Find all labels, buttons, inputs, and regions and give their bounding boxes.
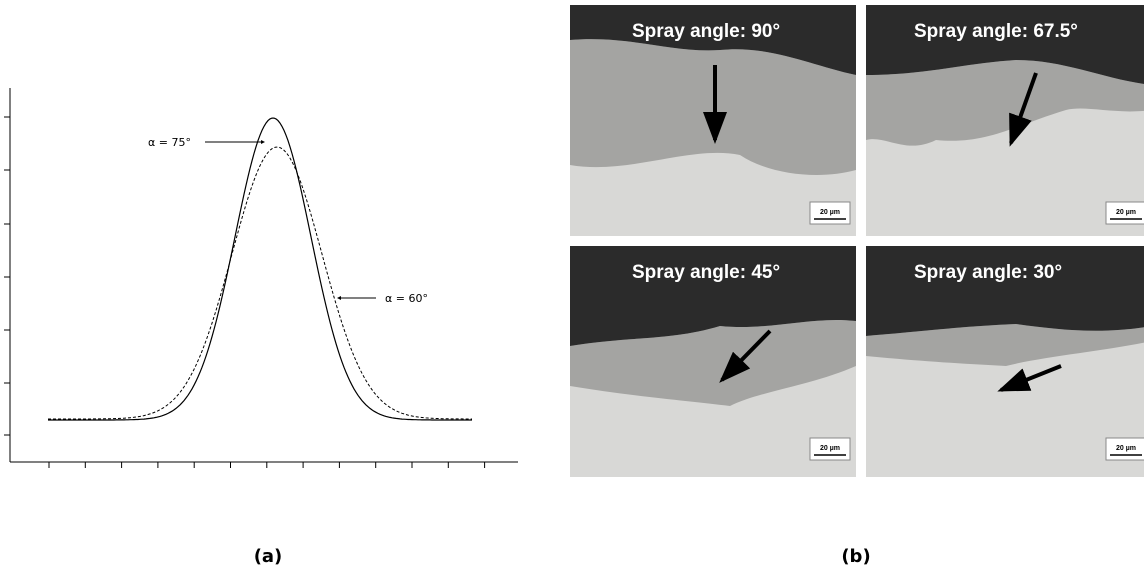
coating xyxy=(866,60,1144,146)
tile-title: Spray angle: 45° xyxy=(632,262,780,283)
background xyxy=(866,5,1144,84)
background xyxy=(570,5,856,75)
arrow xyxy=(997,364,1062,392)
micrograph: Spray angle: 90° 20 µm xyxy=(570,5,856,236)
scale-label: 20 µm xyxy=(1116,445,1136,452)
panel-label: (b) xyxy=(841,546,870,567)
scale-label: 20 µm xyxy=(820,445,840,452)
coating xyxy=(866,324,1144,366)
annotation: α = 60° xyxy=(385,292,428,305)
background xyxy=(866,246,1144,336)
annotation: α = 75° xyxy=(148,136,191,149)
panel-a: α = 75° α = 60° xyxy=(4,88,518,468)
arrow xyxy=(719,329,772,383)
micrograph: Spray angle: 30° 20 µm xyxy=(866,246,1144,477)
background xyxy=(570,246,856,346)
tile-title: Spray angle: 90° xyxy=(632,21,780,42)
scale-label: 20 µm xyxy=(820,209,840,216)
panel-label: (a) xyxy=(254,546,283,567)
tile-title: Spray angle: 67.5° xyxy=(914,21,1078,42)
micrograph: Spray angle: 45° 20 µm xyxy=(570,246,856,477)
micrograph: Spray angle: 67.5° 20 µm xyxy=(866,5,1144,236)
curve xyxy=(48,146,472,420)
arrow xyxy=(1009,72,1038,147)
coating xyxy=(570,319,856,406)
scale-label: 20 µm xyxy=(1116,209,1136,216)
tile-title: Spray angle: 30° xyxy=(914,262,1062,283)
curve xyxy=(48,117,472,421)
